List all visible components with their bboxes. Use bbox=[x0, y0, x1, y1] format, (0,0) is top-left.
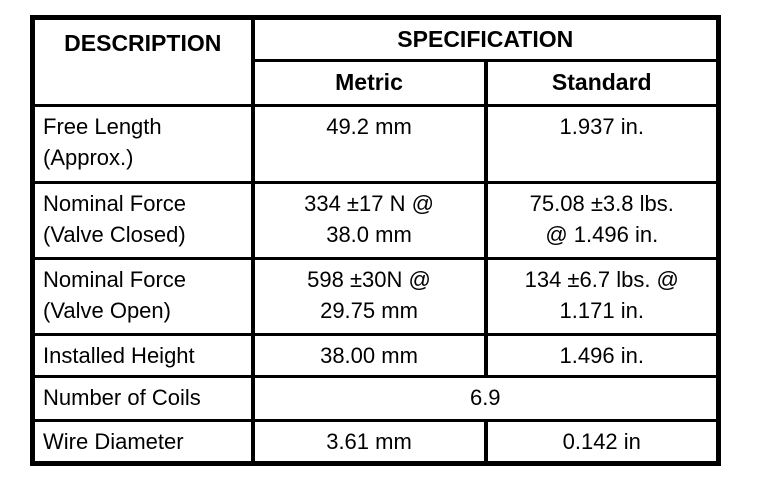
header-row-top: DESCRIPTION SPECIFICATION bbox=[30, 16, 721, 107]
table-row-number-of-coils: Number of Coils 6.9 bbox=[30, 375, 721, 423]
metric-value: 598 ±30N @ 29.75 mm bbox=[250, 257, 488, 336]
column-header-standard: Standard bbox=[483, 59, 721, 107]
table-row-nominal-force-closed: Nominal Force (Valve Closed) 334 ±17 N @… bbox=[30, 181, 721, 260]
standard-value: 1.937 in. bbox=[483, 104, 721, 184]
column-header-metric: Metric bbox=[250, 59, 488, 107]
row-label: Installed Height bbox=[30, 332, 255, 379]
column-header-specification: SPECIFICATION bbox=[250, 16, 721, 62]
table-row-nominal-force-open: Nominal Force (Valve Open) 598 ±30N @ 29… bbox=[30, 257, 721, 336]
merged-value: 6.9 bbox=[250, 375, 721, 423]
metric-value: 3.61 mm bbox=[250, 419, 488, 466]
header-row-units: Metric Standard bbox=[33, 59, 721, 107]
row-label: Number of Coils bbox=[30, 375, 255, 423]
table-row-installed-height: Installed Height 38.00 mm 1.496 in. bbox=[30, 332, 721, 379]
table-row-wire-diameter: Wire Diameter 3.61 mm 0.142 in bbox=[30, 419, 721, 466]
row-label: Wire Diameter bbox=[30, 419, 255, 466]
standard-value: 75.08 ±3.8 lbs. @ 1.496 in. bbox=[483, 181, 721, 260]
metric-value: 38.00 mm bbox=[250, 332, 488, 379]
standard-value: 1.496 in. bbox=[483, 332, 721, 379]
valve-spring-spec-table: DESCRIPTION SPECIFICATION Metric Standar… bbox=[30, 15, 722, 467]
column-header-description: DESCRIPTION bbox=[30, 16, 255, 107]
standard-value: 134 ±6.7 lbs. @ 1.171 in. bbox=[483, 257, 721, 336]
row-label: Free Length (Approx.) bbox=[30, 104, 255, 184]
table-row-free-length: Free Length (Approx.) 49.2 mm 1.937 in. bbox=[30, 104, 721, 184]
standard-value: 0.142 in bbox=[483, 419, 721, 466]
metric-value: 334 ±17 N @ 38.0 mm bbox=[250, 181, 488, 260]
metric-value: 49.2 mm bbox=[250, 104, 488, 184]
row-label: Nominal Force (Valve Open) bbox=[30, 257, 255, 336]
row-label: Nominal Force (Valve Closed) bbox=[30, 181, 255, 260]
